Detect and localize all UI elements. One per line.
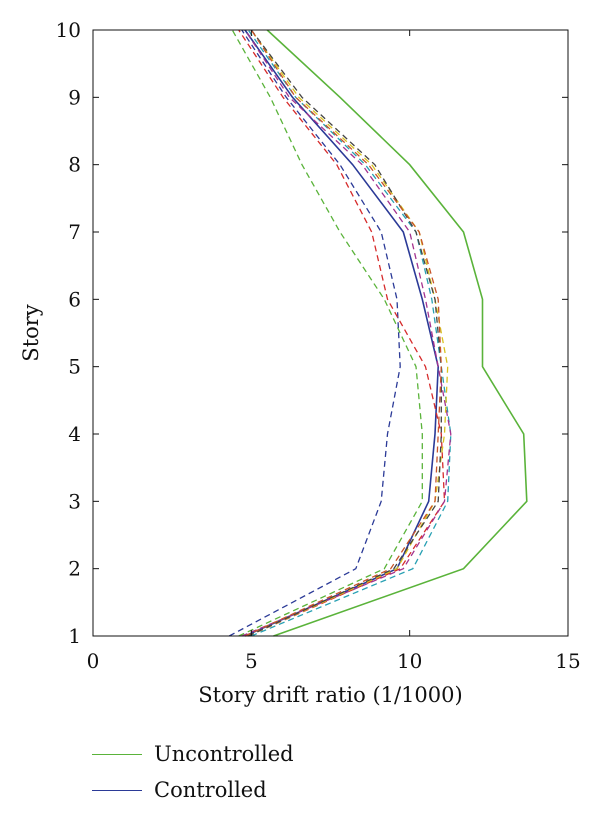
x-tick-label: 15: [555, 649, 580, 673]
y-axis-title: Story: [19, 304, 43, 362]
series-line-uncontrolled: [266, 29, 528, 637]
axis-ticks: 0 5 10 15 1 2 3 4 5 6 7 8 9 10: [56, 18, 581, 673]
series-line-dashed-9: [244, 29, 442, 637]
plot-frame: [92, 29, 569, 637]
x-axis-title: Story drift ratio (1/1000): [198, 683, 462, 707]
series-line-dashed-2: [228, 29, 401, 637]
series-line-dashed-8: [247, 29, 442, 637]
plot-lines: [228, 29, 528, 637]
legend: Uncontrolled Controlled: [92, 736, 294, 808]
legend-item-controlled: Controlled: [92, 772, 294, 808]
y-tick-label: 10: [56, 18, 81, 42]
y-tick-label: 3: [68, 489, 81, 513]
legend-label-uncontrolled: Uncontrolled: [154, 742, 294, 766]
y-tick-label: 8: [68, 153, 81, 177]
y-tick-label: 7: [68, 220, 81, 244]
series-line-dashed-6: [241, 29, 452, 637]
y-tick-label: 2: [68, 557, 81, 581]
legend-label-controlled: Controlled: [154, 778, 267, 802]
legend-swatch-uncontrolled: [92, 753, 142, 755]
series-line-controlled: [244, 29, 440, 637]
legend-item-uncontrolled: Uncontrolled: [92, 736, 294, 772]
legend-swatch-controlled: [92, 789, 142, 791]
y-tick-label: 9: [68, 85, 81, 109]
x-tick-label: 10: [397, 649, 422, 673]
series-line-dashed-5: [247, 29, 452, 637]
x-tick-label: 0: [87, 649, 100, 673]
series-line-dashed-4: [238, 29, 446, 637]
y-tick-label: 1: [68, 624, 81, 648]
x-tick-label: 5: [245, 649, 258, 673]
series-line-dashed-3: [231, 29, 423, 637]
y-tick-label: 5: [68, 355, 81, 379]
y-tick-label: 6: [68, 287, 81, 311]
y-tick-label: 4: [68, 422, 81, 446]
